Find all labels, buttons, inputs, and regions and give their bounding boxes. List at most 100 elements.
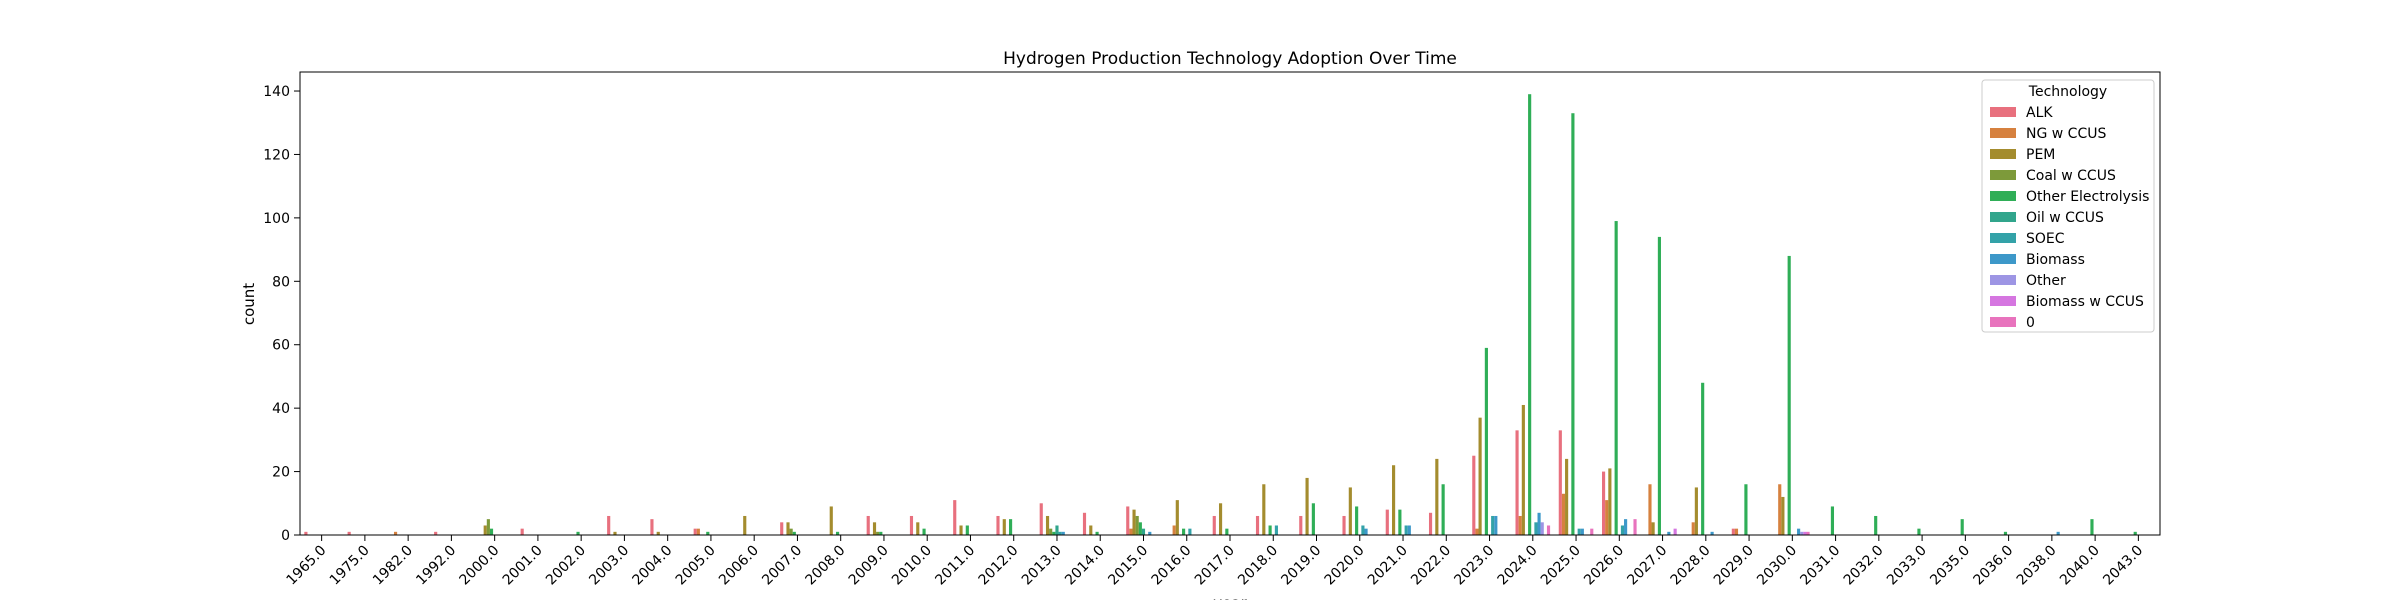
bar [650,519,654,535]
bar [1311,503,1315,535]
bar [1095,531,1099,535]
y-tick-label: 20 [272,465,290,481]
x-tick-label: 1975.0 [327,543,373,589]
bar [1521,404,1525,535]
bar [909,515,914,535]
bar [743,515,747,535]
bar [1039,503,1043,535]
bar [1305,477,1309,535]
bar [520,528,524,535]
bar [1620,525,1625,535]
bar [1701,382,1705,535]
bar [1691,522,1695,535]
bar [829,506,833,535]
x-tick-label: 2011.0 [932,543,978,589]
bar [1731,528,1735,535]
bar [1348,487,1352,535]
legend-label: SOEC [2026,231,2065,247]
x-tick-label: 2007.0 [759,543,805,589]
legend-label: Biomass w CCUS [2026,294,2144,310]
bar [1475,528,1479,535]
y-tick-label: 140 [263,84,290,100]
x-tick-label: 2003.0 [586,543,632,589]
x-tick-label: 1965.0 [283,543,329,589]
x-tick-label: 2001.0 [500,543,546,589]
legend-label: PEM [2026,147,2055,163]
x-tick-label: 2028.0 [1668,543,1714,589]
x-axis-label: year [1213,594,1247,600]
legend-label: Biomass [2026,252,2085,268]
bar [1540,522,1544,535]
bar [1787,255,1791,535]
bar [1528,94,1532,535]
bar [1188,528,1192,535]
bar [922,528,926,535]
bar [1255,515,1260,535]
x-tick-label: 2009.0 [846,543,892,589]
x-tick-label: 2026.0 [1581,543,1627,589]
bar [916,522,920,535]
bar [1061,531,1065,535]
bar [1126,506,1130,535]
bar [1428,512,1433,535]
legend-box [1981,79,2155,333]
bar [1392,465,1396,535]
x-tick-label: 2005.0 [673,543,719,589]
bar [1218,503,1223,535]
bar [613,531,617,535]
bar [576,531,580,535]
bar [1138,522,1142,535]
bar [1571,113,1575,536]
bar [1590,528,1594,535]
bar [1577,528,1581,535]
x-tick-label: 2000.0 [457,543,503,589]
bar [1364,528,1368,535]
x-axis-ticks: 1965.01975.01982.01992.02000.02001.02002… [283,535,2146,588]
bar [1518,515,1522,535]
x-tick-label: 2032.0 [1841,543,1887,589]
bar [1407,525,1411,535]
bar [1778,484,1782,535]
bar [1342,515,1346,535]
x-tick-label: 1982.0 [370,543,416,589]
y-tick-label: 60 [272,338,290,354]
bar [1960,519,1964,535]
x-tick-label: 2029.0 [1711,543,1757,589]
bar [2056,531,2060,535]
bar [1797,528,1801,535]
x-tick-label: 2010.0 [889,543,935,589]
bar [786,522,790,535]
x-tick-label: 2017.0 [1192,543,1238,589]
bar [1132,509,1136,535]
bar [1141,528,1146,535]
legend-swatch [1990,275,2016,285]
bar [1602,471,1606,535]
legend-label: Oil w CCUS [2026,210,2104,226]
x-tick-label: 2022.0 [1408,543,1454,589]
bar [1172,525,1176,535]
bar [486,519,490,535]
x-tick-label: 2002.0 [543,543,589,589]
bar [1129,528,1133,535]
bar [1225,528,1229,535]
bar [792,531,796,535]
bar [607,515,611,535]
x-tick-label: 2013.0 [1019,543,1065,589]
bar [1045,515,1050,535]
legend-swatch [1990,170,2016,180]
bar [1135,515,1139,535]
legend: Technology ALK NG w CCUS PEM Coal w CCUS Oth… [1981,79,2155,333]
bar [780,522,784,535]
bar [1605,500,1609,535]
bar [1148,531,1152,535]
bar [434,531,438,535]
bar [2133,531,2137,535]
bar [1744,484,1748,535]
x-tick-label: 2019.0 [1278,543,1324,589]
bar [1299,515,1303,535]
bar [1398,509,1402,535]
legend-swatch [1990,254,2016,264]
bar [965,525,969,535]
bar [866,515,870,535]
